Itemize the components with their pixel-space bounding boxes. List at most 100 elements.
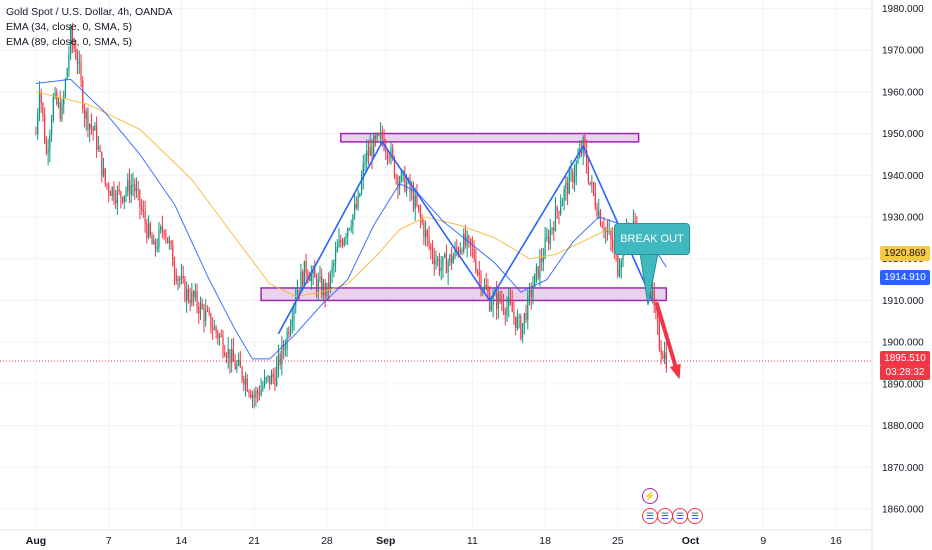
candle-body <box>151 235 153 245</box>
breakout-arrow-shaft <box>654 301 681 376</box>
candle-body <box>501 301 503 304</box>
candle-body <box>198 306 200 314</box>
countdown-tag: 03:28:32 <box>880 365 930 380</box>
candle-body <box>499 293 501 302</box>
candle-body <box>575 162 577 176</box>
candle-body <box>284 349 286 350</box>
ema89-legend[interactable]: EMA (89, close, 0, SMA, 5) <box>6 36 133 48</box>
candle-body <box>369 146 371 156</box>
candle-body <box>50 120 53 136</box>
candle-body <box>594 192 596 207</box>
breakout-callout[interactable]: BREAK OUT <box>614 223 690 255</box>
candle-body <box>360 178 363 194</box>
candle-body <box>655 305 657 313</box>
candle-body <box>345 236 347 240</box>
candle-body <box>428 235 430 246</box>
candle-body <box>225 356 228 358</box>
candle-body <box>156 247 158 249</box>
candle-body <box>165 234 167 238</box>
candle-body <box>492 295 494 306</box>
candle-body <box>338 240 340 247</box>
candle-body <box>196 290 198 307</box>
candle-body <box>425 230 427 238</box>
candle-body <box>246 378 248 392</box>
candle-body <box>539 258 541 279</box>
y-tick-label: 1930.000 <box>882 213 924 224</box>
candle-body <box>502 303 505 311</box>
us-flag-icon[interactable]: ☰ <box>687 508 703 524</box>
candle-body <box>534 273 536 289</box>
candle-body <box>63 95 65 105</box>
candle-body <box>106 183 108 186</box>
candle-body <box>194 290 196 298</box>
candle-body <box>45 142 47 154</box>
us-flag-icon[interactable]: ☰ <box>657 508 673 524</box>
candle-body <box>390 148 392 159</box>
candle-body <box>78 62 80 64</box>
candle-body <box>374 135 376 139</box>
candle-body <box>85 111 87 119</box>
x-tick-label: 21 <box>248 535 260 547</box>
candle-body <box>96 125 98 150</box>
candle-body <box>535 266 538 274</box>
candle-body <box>49 135 51 151</box>
candle-body <box>251 394 254 398</box>
us-flag-icon[interactable]: ☰ <box>642 508 658 524</box>
candle-body <box>289 325 292 335</box>
candle-body <box>113 187 115 200</box>
candle-body <box>592 182 595 193</box>
candle-body <box>234 361 236 370</box>
candle-body <box>359 193 361 196</box>
candle-body <box>515 316 517 329</box>
candle-body <box>452 256 454 264</box>
candle-body <box>319 276 321 280</box>
candle-body <box>64 79 67 96</box>
candle-body <box>101 151 103 176</box>
candle-body <box>334 252 337 264</box>
candle-body <box>90 124 93 128</box>
candle-body <box>456 247 458 250</box>
candle-body <box>419 208 422 218</box>
candle-body <box>89 124 91 130</box>
candle-body <box>537 266 539 279</box>
x-tick-label: 18 <box>539 535 551 547</box>
candle-body <box>435 260 437 265</box>
symbol-title[interactable]: Gold Spot / U.S. Dollar, 4h, OANDA <box>6 6 173 18</box>
candle-body <box>102 168 105 176</box>
candle-body <box>47 150 49 154</box>
us-flag-icon[interactable]: ☰ <box>672 508 688 524</box>
candle-body <box>37 113 39 134</box>
candle-body <box>206 310 209 312</box>
candle-body <box>281 344 283 365</box>
candle-body <box>38 92 41 114</box>
candle-body <box>317 279 319 292</box>
x-tick-label: 16 <box>830 535 842 547</box>
candle-body <box>227 349 229 358</box>
candle-body <box>662 354 664 359</box>
candle-body <box>120 191 122 198</box>
candle-body <box>144 211 146 224</box>
candle-body <box>300 271 302 292</box>
candle-body <box>201 303 203 309</box>
ema34-legend[interactable]: EMA (34, close, 0, SMA, 5) <box>6 21 133 33</box>
candle-body <box>352 214 354 227</box>
candle-body <box>400 171 402 182</box>
candle-body <box>42 103 44 116</box>
candle-body <box>71 28 73 43</box>
lightning-icon[interactable]: ⚡ <box>642 488 658 504</box>
candle-body <box>572 171 574 183</box>
candle-body <box>305 260 307 273</box>
candle-body <box>606 229 609 232</box>
candle-body <box>483 284 486 290</box>
candle-body <box>444 254 446 257</box>
candle-body <box>161 226 164 232</box>
candle-body <box>470 238 472 246</box>
candle-body <box>302 271 304 286</box>
candle-body <box>347 228 349 237</box>
candle-body <box>542 258 544 262</box>
candle-body <box>258 393 260 396</box>
candle-body <box>199 303 202 314</box>
candle-body <box>250 393 252 398</box>
